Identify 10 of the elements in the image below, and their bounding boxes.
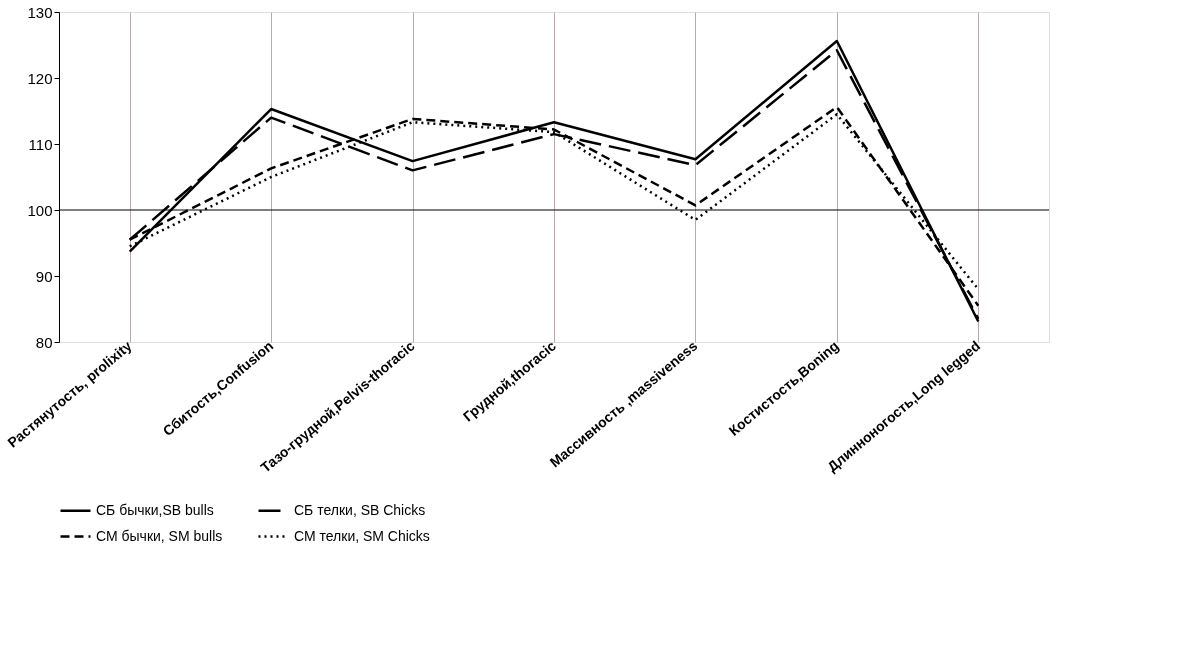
- legend-label: СБ телки, SB Chicks: [294, 501, 426, 518]
- legend-label: СБ бычки,SB bulls: [96, 501, 214, 518]
- y-tick-label: 130: [27, 3, 53, 21]
- y-tick-label: 110: [28, 135, 53, 153]
- legend-label: СМ бычки, SM bulls: [96, 527, 223, 544]
- y-tick-label: 80: [35, 333, 53, 351]
- y-tick-label: 90: [35, 267, 53, 285]
- legend-label: СМ телки, SM Chicks: [294, 527, 430, 544]
- y-tick-label: 120: [27, 69, 53, 87]
- y-tick-label: 100: [27, 201, 53, 219]
